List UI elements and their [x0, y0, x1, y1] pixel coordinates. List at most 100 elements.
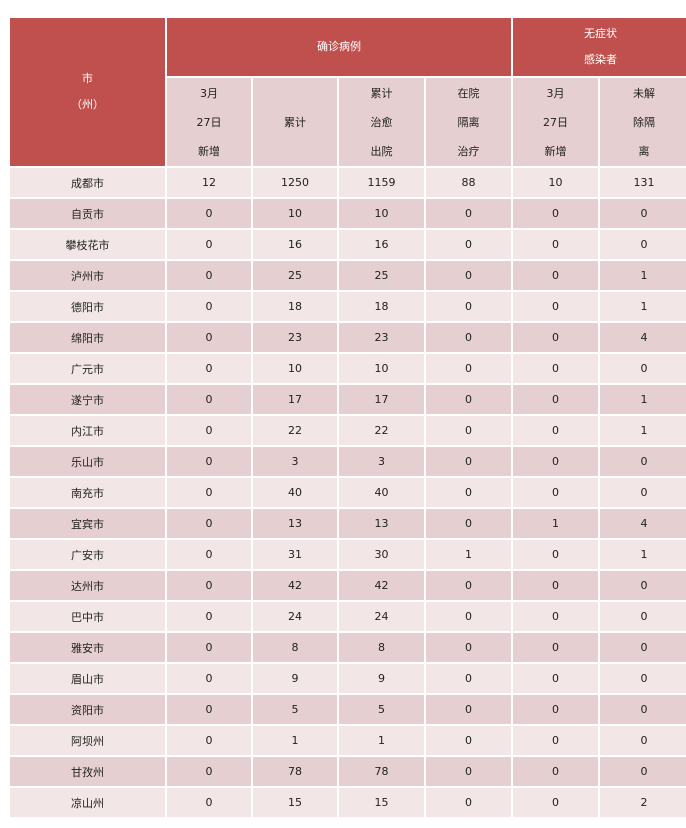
value-cell: 0 [165, 600, 253, 633]
value-cell: 23 [337, 321, 426, 354]
city-name-cell: 广元市 [8, 352, 167, 385]
table-row: 巴中市 0 24 24 0 0 0 [8, 600, 686, 633]
header-confirmed: 确诊病例 [165, 16, 513, 78]
header-asymptomatic-line: 感染者 [584, 53, 617, 66]
value-cell: 18 [251, 290, 339, 323]
value-cell: 1 [598, 259, 686, 292]
value-cell: 0 [424, 383, 513, 416]
value-cell: 0 [424, 259, 513, 292]
value-cell: 0 [511, 476, 600, 509]
value-cell: 0 [598, 445, 686, 478]
subheader-cell: 累计 治愈 出院 [337, 76, 426, 168]
value-cell: 0 [511, 352, 600, 385]
value-cell: 25 [251, 259, 339, 292]
city-name-cell: 广安市 [8, 538, 167, 571]
value-cell: 0 [165, 507, 253, 540]
value-cell: 0 [424, 786, 513, 819]
value-cell: 10 [337, 197, 426, 230]
city-name-cell: 巴中市 [8, 600, 167, 633]
city-name-cell: 攀枝花市 [8, 228, 167, 261]
value-cell: 1 [337, 724, 426, 757]
city-name-cell: 绵阳市 [8, 321, 167, 354]
value-cell: 10 [511, 166, 600, 199]
table-row: 广元市 0 10 10 0 0 0 [8, 352, 686, 385]
value-cell: 1250 [251, 166, 339, 199]
value-cell: 0 [165, 786, 253, 819]
value-cell: 0 [598, 197, 686, 230]
value-cell: 0 [424, 197, 513, 230]
value-cell: 0 [424, 445, 513, 478]
value-cell: 0 [424, 228, 513, 261]
value-cell: 0 [511, 631, 600, 664]
value-cell: 16 [337, 228, 426, 261]
value-cell: 0 [165, 538, 253, 571]
table-row: 泸州市 0 25 25 0 0 1 [8, 259, 686, 292]
value-cell: 0 [424, 724, 513, 757]
table-row: 遂宁市 0 17 17 0 0 1 [8, 383, 686, 416]
value-cell: 10 [251, 352, 339, 385]
value-cell: 0 [165, 290, 253, 323]
value-cell: 78 [251, 755, 339, 788]
value-cell: 0 [511, 693, 600, 726]
value-cell: 0 [424, 631, 513, 664]
header-city-line: 市 [82, 72, 93, 85]
value-cell: 15 [337, 786, 426, 819]
subheader-cell: 3月 27日 新增 [511, 76, 600, 168]
table-row: 宜宾市 0 13 13 0 1 4 [8, 507, 686, 540]
value-cell: 4 [598, 507, 686, 540]
value-cell: 1159 [337, 166, 426, 199]
subheader-line: 离 [638, 144, 650, 158]
value-cell: 0 [511, 414, 600, 447]
header-confirmed-label: 确诊病例 [317, 40, 361, 53]
value-cell: 78 [337, 755, 426, 788]
city-name-cell: 内江市 [8, 414, 167, 447]
value-cell: 8 [337, 631, 426, 664]
value-cell: 1 [598, 383, 686, 416]
value-cell: 1 [598, 414, 686, 447]
value-cell: 0 [598, 228, 686, 261]
table-row: 南充市 0 40 40 0 0 0 [8, 476, 686, 509]
city-name-cell: 眉山市 [8, 662, 167, 695]
table-row: 甘孜州 0 78 78 0 0 0 [8, 755, 686, 788]
table-row: 自贡市 0 10 10 0 0 0 [8, 197, 686, 230]
value-cell: 0 [511, 445, 600, 478]
subheader-cell: 未解 除隔离 [598, 76, 686, 168]
value-cell: 1 [424, 538, 513, 571]
header-city-line: （州） [71, 98, 104, 111]
value-cell: 0 [165, 724, 253, 757]
table-row: 内江市 0 22 22 0 0 1 [8, 414, 686, 447]
value-cell: 0 [598, 662, 686, 695]
subheader-line: 治愈 [370, 115, 393, 129]
value-cell: 10 [337, 352, 426, 385]
city-name-cell: 遂宁市 [8, 383, 167, 416]
value-cell: 0 [598, 476, 686, 509]
table-row: 攀枝花市 0 16 16 0 0 0 [8, 228, 686, 261]
value-cell: 0 [511, 383, 600, 416]
value-cell: 0 [424, 755, 513, 788]
subheader-cell: 累计 [251, 76, 339, 168]
value-cell: 9 [337, 662, 426, 695]
value-cell: 40 [251, 476, 339, 509]
subheader-line: 出院 [370, 144, 393, 158]
value-cell: 2 [598, 786, 686, 819]
value-cell: 0 [598, 352, 686, 385]
value-cell: 0 [165, 476, 253, 509]
value-cell: 131 [598, 166, 686, 199]
city-name-cell: 成都市 [8, 166, 167, 199]
value-cell: 0 [511, 538, 600, 571]
subheader-line: 隔离 [457, 115, 480, 129]
subheader-line: 在院 [457, 86, 480, 100]
value-cell: 0 [165, 321, 253, 354]
value-cell: 13 [251, 507, 339, 540]
city-name-cell: 德阳市 [8, 290, 167, 323]
value-cell: 0 [511, 197, 600, 230]
subheader-line: 未解 [633, 86, 655, 100]
value-cell: 0 [165, 352, 253, 385]
city-name-cell: 阿坝州 [8, 724, 167, 757]
value-cell: 23 [251, 321, 339, 354]
city-name-cell: 宜宾市 [8, 507, 167, 540]
value-cell: 0 [165, 197, 253, 230]
value-cell: 1 [251, 724, 339, 757]
value-cell: 88 [424, 166, 513, 199]
value-cell: 0 [511, 724, 600, 757]
